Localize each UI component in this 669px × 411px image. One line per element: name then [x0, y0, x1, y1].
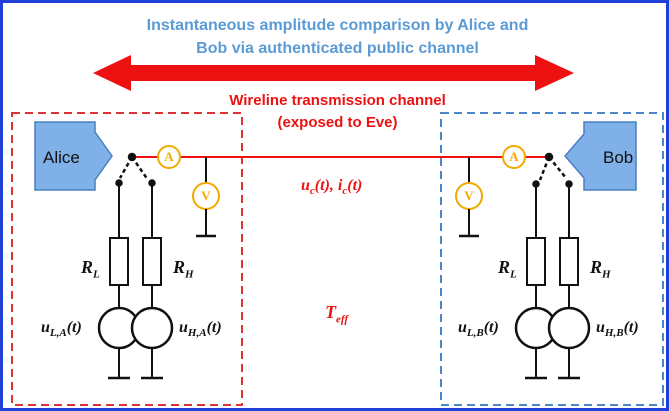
bob-voltage-source-icon — [514, 306, 591, 350]
bob-label: Bob — [603, 148, 634, 167]
wire-quantities-label: uc(t), ic(t) — [301, 177, 363, 198]
bob-resistor-icon — [526, 237, 579, 286]
alice-ammeter-icon — [157, 145, 181, 169]
alice-block-arrow — [34, 121, 113, 191]
alice-resistor-icon — [109, 237, 162, 286]
alice-region — [11, 112, 243, 406]
alice-branch-wires — [118, 185, 153, 378]
bob-rh-label: RH — [590, 257, 611, 281]
alice-uh-label: uH,A(t) — [179, 319, 222, 340]
alice-voltmeter-label: V — [201, 188, 211, 203]
bob-ammeter-label: A — [509, 149, 519, 164]
double-arrow-icon — [93, 55, 574, 91]
bob-uh-label: uH,B(t) — [596, 319, 639, 340]
title-line-1: Instantaneous amplitude comparison by Al… — [146, 17, 529, 34]
bob-ammeter-icon — [502, 145, 526, 169]
channel-label-line-2: (exposed to Eve) — [277, 114, 398, 131]
bob-switch-icon — [532, 152, 573, 188]
alice-rh-label: RH — [173, 257, 194, 281]
alice-ammeter-label: A — [164, 149, 174, 164]
title-line-2: Bob via authenticated public channel — [196, 40, 479, 57]
alice-ul-label: uL,A(t) — [41, 319, 82, 340]
bob-region — [440, 112, 664, 406]
bob-voltmeter-label: V — [464, 188, 474, 203]
bob-rl-label: RL — [498, 257, 517, 281]
channel-label-line-1: Wireline transmission channel — [229, 92, 446, 109]
bob-ul-label: uL,B(t) — [458, 319, 499, 340]
bob-branch-wires — [535, 186, 570, 378]
alice-switch-icon — [115, 152, 156, 187]
alice-rl-label: RL — [81, 257, 100, 281]
alice-voltage-source-icon — [97, 306, 174, 350]
effective-temperature-label: Teff — [325, 302, 349, 326]
bob-block-arrow — [564, 121, 637, 191]
alice-label: Alice — [43, 148, 80, 167]
